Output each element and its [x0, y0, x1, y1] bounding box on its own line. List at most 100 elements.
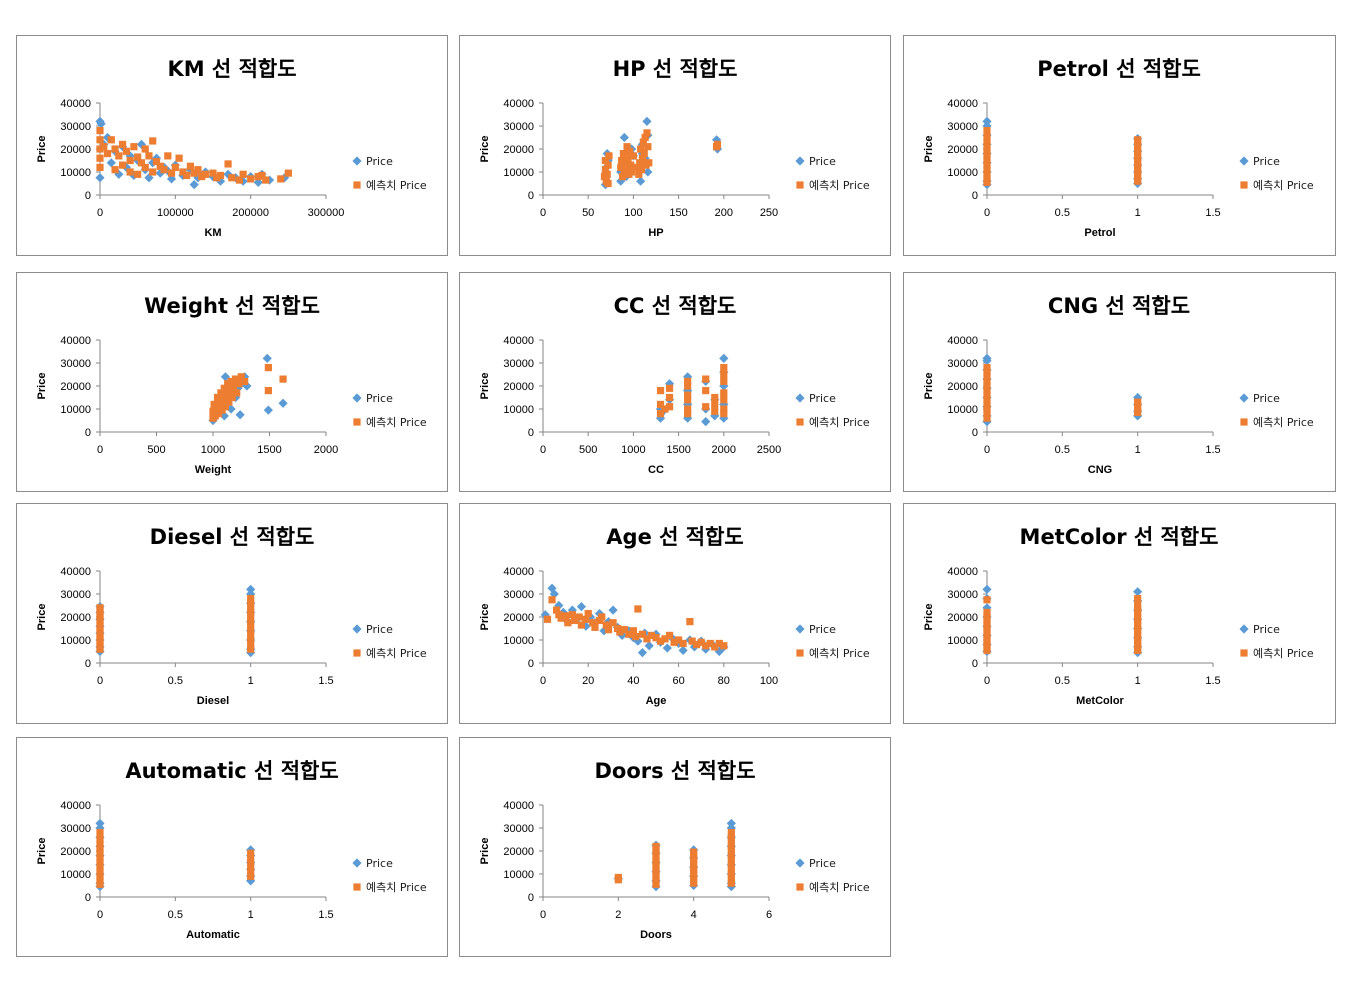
point-predicted-price — [983, 152, 991, 160]
point-predicted-price — [1134, 595, 1142, 603]
point-price — [644, 641, 654, 651]
x-tick-label: 6 — [766, 909, 772, 921]
point-predicted-price — [727, 829, 735, 837]
point-predicted-price — [241, 377, 249, 385]
series-predicted-price — [209, 364, 287, 422]
point-predicted-price — [702, 403, 710, 411]
x-tick-label: 1.5 — [318, 675, 333, 687]
legend: Price 예측치 Price — [1239, 392, 1314, 429]
y-tick-label: 0 — [85, 190, 91, 202]
point-predicted-price — [96, 849, 104, 857]
point-predicted-price — [693, 641, 701, 649]
legend-label-predicted: 예측치 Price — [366, 416, 427, 429]
point-predicted-price — [247, 636, 255, 644]
point-predicted-price — [96, 136, 104, 144]
series-predicted-price — [614, 829, 735, 888]
x-axis-label: HP — [648, 227, 663, 239]
x-tick-label: 0 — [984, 207, 990, 219]
legend-marker-price — [1239, 393, 1249, 403]
point-predicted-price — [665, 403, 674, 411]
x-tick-label: 1.5 — [1205, 444, 1220, 456]
legend-marker-predicted — [796, 181, 804, 189]
point-predicted-price — [637, 166, 646, 174]
point-price — [662, 643, 672, 653]
point-predicted-price — [656, 400, 665, 408]
chart-svg-weight: Weight 선 적합도 0 10000 20000 30000 40000 0 500 100… — [36, 294, 427, 476]
point-predicted-price — [564, 619, 572, 627]
x-axis-label: Doors — [640, 929, 672, 941]
point-predicted-price — [111, 166, 119, 174]
y-tick-label: 30000 — [947, 121, 978, 133]
point-predicted-price — [634, 605, 642, 613]
x-tick-label: 0 — [97, 909, 103, 921]
legend-label-predicted: 예측치 Price — [809, 881, 870, 894]
x-tick-label: 0 — [540, 675, 546, 687]
point-predicted-price — [702, 387, 710, 395]
y-tick-label: 10000 — [60, 167, 91, 179]
point-price — [726, 823, 736, 833]
legend: Price 예측치 Price — [1239, 623, 1314, 660]
point-predicted-price — [983, 133, 991, 142]
point-predicted-price — [247, 641, 255, 649]
legend: Price 예측치 Price — [795, 623, 870, 660]
point-predicted-price — [247, 631, 255, 639]
point-predicted-price — [1134, 177, 1142, 185]
point-predicted-price — [115, 152, 123, 160]
point-predicted-price — [720, 389, 728, 397]
x-tick-label: 1 — [1135, 444, 1141, 456]
x-tick-label: 60 — [672, 675, 684, 687]
legend-label-price: Price — [809, 623, 836, 636]
chart-title: KM 선 적합도 — [167, 57, 296, 81]
point-predicted-price — [232, 375, 240, 383]
y-tick-label: 0 — [528, 658, 534, 670]
x-tick-label: 200 — [715, 207, 733, 219]
point-predicted-price — [727, 870, 735, 878]
point-predicted-price — [720, 364, 728, 372]
y-tick-label: 40000 — [947, 335, 978, 347]
point-predicted-price — [227, 377, 235, 385]
point-price — [95, 173, 105, 183]
x-axis-label: Age — [646, 695, 667, 707]
point-predicted-price — [254, 173, 262, 181]
legend-marker-predicted — [353, 418, 361, 426]
legend-marker-price — [795, 393, 805, 403]
x-tick-label: 0.5 — [168, 675, 183, 687]
x-tick-label: 0.5 — [1055, 207, 1070, 219]
point-predicted-price — [96, 835, 104, 844]
legend-label-price: Price — [366, 155, 393, 168]
legend: Price 예측치 Price — [795, 857, 870, 894]
series-predicted-price — [543, 596, 728, 651]
legend-label-price: Price — [809, 155, 836, 168]
series-predicted-price — [983, 595, 1142, 654]
y-tick-label: 30000 — [503, 358, 534, 370]
chart-age: Age 선 적합도 0 10000 20000 30000 40000 0 20 40 60 80 1… — [459, 503, 891, 724]
y-tick-label: 30000 — [60, 121, 91, 133]
point-predicted-price — [571, 616, 579, 625]
point-predicted-price — [122, 147, 130, 155]
x-tick-label: 1500 — [257, 444, 281, 456]
point-predicted-price — [625, 630, 633, 638]
series-actual-price — [982, 353, 1143, 427]
x-tick-label: 250 — [760, 207, 778, 219]
point-predicted-price — [720, 642, 728, 650]
y-tick-label: 10000 — [503, 635, 534, 647]
chart-hp: HP 선 적합도 0 10000 20000 30000 40000 0 50 100 150 20… — [459, 35, 891, 256]
x-tick-label: 1 — [1135, 207, 1141, 219]
point-predicted-price — [983, 391, 991, 399]
point-predicted-price — [149, 137, 157, 145]
point-predicted-price — [983, 368, 991, 376]
point-predicted-price — [638, 630, 647, 638]
point-predicted-price — [277, 175, 285, 183]
point-predicted-price — [983, 396, 991, 404]
point-price — [262, 353, 272, 363]
point-predicted-price — [190, 169, 198, 177]
point-price — [982, 356, 992, 366]
point-predicted-price — [713, 140, 722, 148]
chart-weight: Weight 선 적합도 0 10000 20000 30000 40000 0 500 100… — [16, 272, 448, 492]
point-predicted-price — [247, 613, 255, 621]
legend-marker-price — [795, 858, 805, 868]
series-actual-price — [982, 584, 1143, 658]
point-predicted-price — [715, 639, 723, 648]
legend-marker-price — [352, 156, 362, 166]
point-predicted-price — [247, 627, 255, 635]
